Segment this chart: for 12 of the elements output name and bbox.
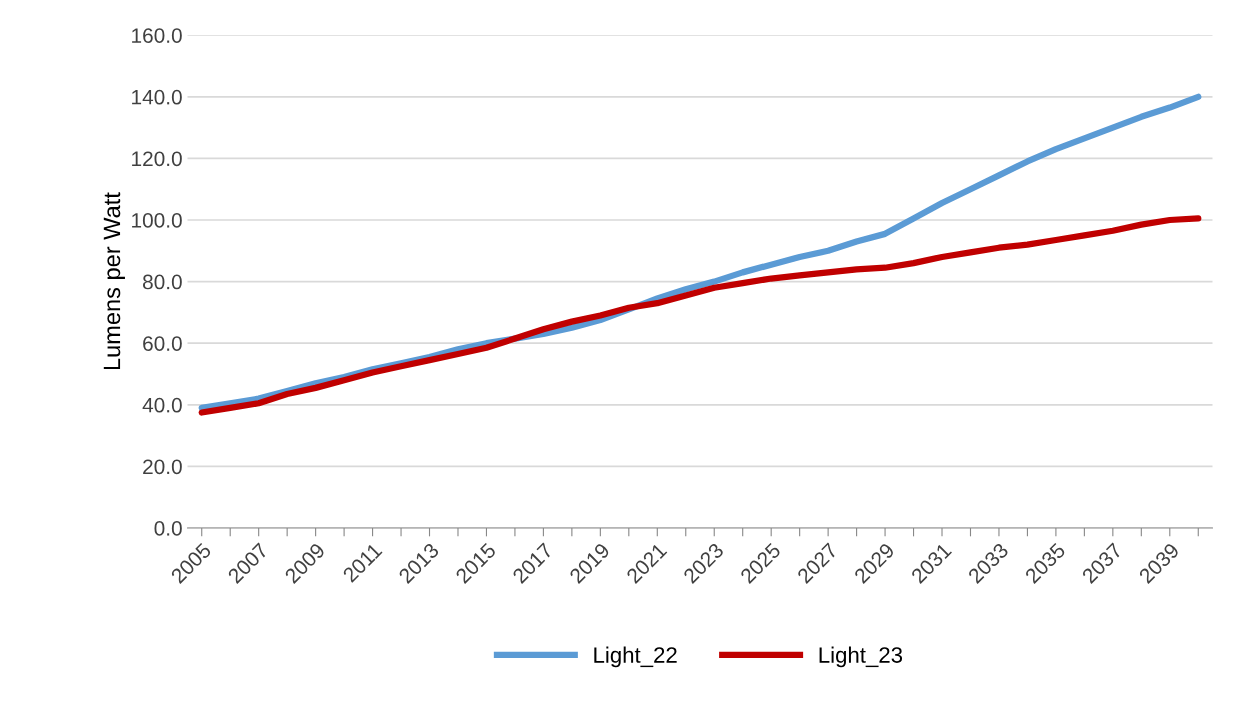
y-tick-label: 160.0 <box>132 28 182 43</box>
y-tick-label: 80.0 <box>143 274 182 290</box>
y-tick-label: 0.0 <box>154 521 182 536</box>
y-tick-label: 60.0 <box>143 336 182 351</box>
legend-label: Light_22 <box>594 646 677 668</box>
y-tick-label: 120.0 <box>132 151 182 167</box>
legend-label: Light_23 <box>819 646 903 668</box>
y-axis-title: Lumens per Watt <box>103 192 125 370</box>
y-tick-label: 40.0 <box>142 397 182 413</box>
y-tick-label: 140.0 <box>132 89 182 105</box>
y-tick-label: 20.0 <box>143 459 182 475</box>
y-tick-label: 100.0 <box>132 213 182 228</box>
